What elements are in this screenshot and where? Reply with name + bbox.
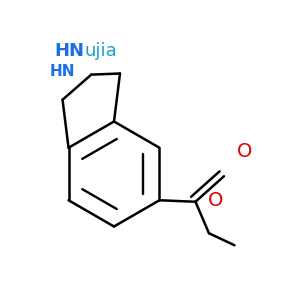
Text: O: O [237, 142, 252, 161]
Text: ujia: ujia [84, 42, 117, 60]
Text: HN: HN [49, 64, 75, 79]
Text: HN: HN [54, 42, 84, 60]
Text: O: O [208, 191, 224, 211]
